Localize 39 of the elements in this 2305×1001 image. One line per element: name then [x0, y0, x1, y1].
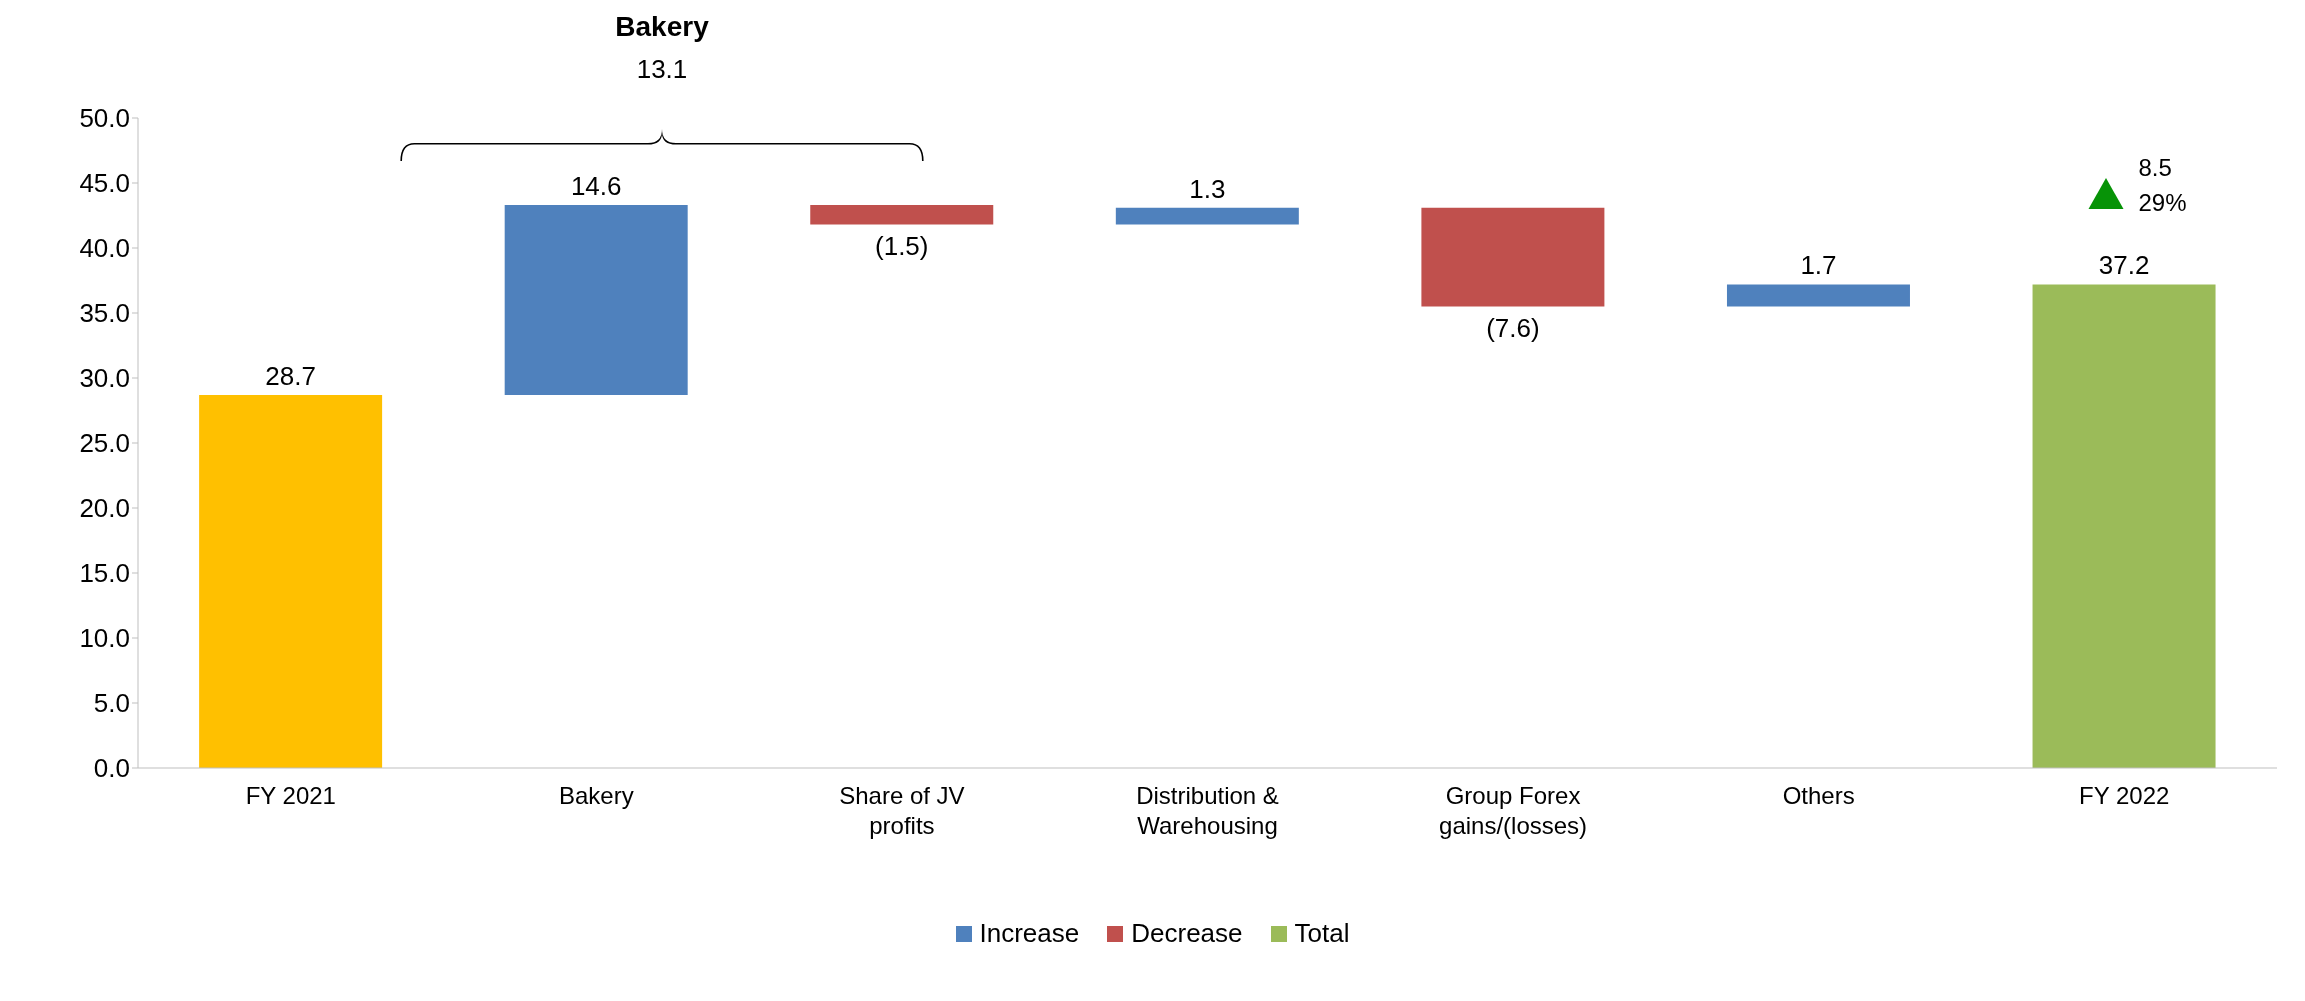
x-tick-label: Group Forex gains/(losses): [1439, 782, 1588, 839]
data-label: 1.3: [1189, 173, 1226, 204]
y-tick-label: 25.0: [79, 428, 130, 459]
y-tick-label: 30.0: [79, 363, 130, 394]
y-tick-label: 0.0: [93, 753, 130, 784]
bar: [1726, 284, 1910, 307]
annotation: 8.5: [2138, 154, 2172, 181]
x-tick-label: Distribution & Warehousing: [1136, 782, 1279, 839]
x-tick-label: Others: [1782, 782, 1855, 809]
data-label: 37.2: [2098, 250, 2150, 281]
data-label: 28.7: [265, 360, 316, 391]
bar: [2032, 284, 2216, 768]
x-tick-label: Bakery: [559, 782, 634, 809]
x-tick-label: Share of JV profits: [839, 782, 965, 839]
legend-label: Decrease: [1131, 918, 1243, 949]
bar: [1115, 207, 1299, 225]
y-tick-label: 15.0: [79, 558, 130, 589]
annotation: 29%: [2138, 189, 2187, 216]
data-label: (7.6): [1486, 312, 1540, 343]
data-label: (1.5): [875, 230, 929, 261]
bar: [504, 205, 688, 395]
y-tick-label: 50.0: [79, 103, 130, 134]
legend-label: Increase: [979, 918, 1080, 949]
bar: [199, 394, 383, 768]
y-tick-label: 5.0: [93, 688, 130, 719]
data-label: 1.7: [1800, 250, 1837, 281]
y-tick-label: 35.0: [79, 298, 130, 329]
y-tick-label: 40.0: [79, 233, 130, 264]
text: 13.1: [636, 54, 688, 84]
y-tick-label: 10.0: [79, 623, 130, 654]
bar: [1421, 207, 1605, 307]
bar: [810, 205, 994, 225]
x-tick-label: FY 2021: [245, 782, 336, 809]
x-tick-label: FY 2022: [2079, 782, 2170, 809]
y-tick-label: 45.0: [79, 168, 130, 199]
legend-label: Total: [1294, 918, 1350, 949]
y-tick-label: 20.0: [79, 493, 130, 524]
text: Bakery: [615, 11, 710, 42]
data-label: 14.6: [570, 171, 622, 202]
